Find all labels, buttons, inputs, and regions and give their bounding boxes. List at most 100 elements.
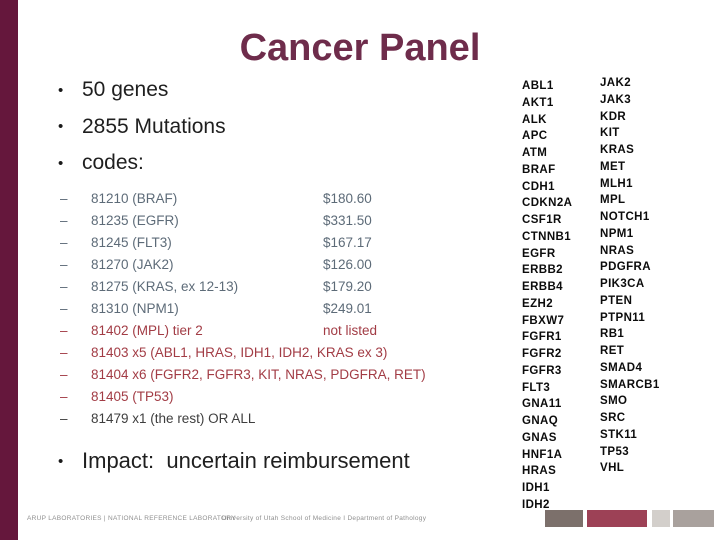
cpt-code-price: $167.17 — [323, 234, 372, 250]
gene-name: PDGFRA — [600, 261, 651, 274]
gene-name: SRC — [600, 412, 626, 424]
gene-name: PTPN11 — [600, 311, 646, 324]
dash-bullet: – — [60, 278, 68, 294]
gene-name: HNF1A — [522, 448, 563, 461]
gene-name: RB1 — [600, 328, 625, 341]
cpt-code-price: not listed — [323, 322, 378, 338]
cpt-code-price: $126.00 — [323, 256, 372, 272]
gene-name: IDH2 — [522, 498, 550, 511]
cpt-code-row: – 81404 x6 (FGFR2, FGFR3, KIT, NRAS, PDG… — [60, 363, 426, 385]
cpt-code-list: – 81210 (BRAF) $180.60 – 81235 (EGFR) $3… — [60, 187, 426, 429]
gene-name: CDH1 — [522, 180, 555, 193]
cpt-code-label: 81310 (NPM1) — [91, 300, 179, 316]
gene-name: IDH1 — [522, 482, 550, 494]
gene-name: JAK2 — [600, 77, 632, 89]
decorative-color-blocks — [0, 510, 720, 527]
gene-name: CSF1R — [522, 214, 562, 226]
footer-university-label: University of Utah School of Medicine I … — [222, 515, 427, 522]
cpt-code-label: 81404 x6 (FGFR2, FGFR3, KIT, NRAS, PDGFR… — [91, 366, 426, 382]
gene-name: EGFR — [522, 247, 556, 260]
gene-name: APC — [522, 130, 548, 143]
dash-bullet: – — [60, 322, 68, 338]
cpt-code-price: $180.60 — [323, 190, 372, 206]
cpt-code-label: 81405 (TP53) — [91, 388, 174, 404]
bullet-dot-icon: • — [58, 118, 64, 136]
dash-bullet: – — [60, 234, 68, 250]
gene-name: GNAQ — [522, 415, 559, 427]
cpt-code-label: 81479 x1 (the rest) OR ALL — [91, 410, 256, 426]
bullet-item: • 2855 Mutations — [58, 109, 226, 146]
bullet-text: codes: — [82, 151, 144, 175]
cpt-code-label: 81402 (MPL) tier 2 — [91, 322, 203, 338]
gene-name: SMO — [600, 395, 628, 408]
gene-name: HRAS — [522, 465, 557, 478]
gene-name: RET — [600, 345, 625, 357]
gene-name: TP53 — [600, 445, 630, 458]
gene-name: EZH2 — [522, 297, 553, 310]
gene-name: FGFR2 — [522, 348, 562, 360]
gene-name: MPL — [600, 194, 626, 207]
cpt-code-label: 81270 (JAK2) — [91, 256, 174, 272]
gene-name: KIT — [600, 127, 620, 140]
slide-title: Cancer Panel — [239, 27, 481, 69]
decorative-rect — [673, 510, 714, 527]
cpt-code-price: $249.01 — [323, 300, 372, 316]
gene-name: JAK3 — [600, 93, 632, 106]
cpt-code-price: $331.50 — [323, 212, 372, 228]
gene-list-column-2: JAK2 JAK3 KDR KIT KRAS MET MLH1 MPL NOTC… — [600, 75, 660, 477]
decorative-rect — [652, 510, 670, 527]
bullet-text: 50 genes — [82, 78, 169, 102]
cpt-code-label: 81403 x5 (ABL1, HRAS, IDH1, IDH2, KRAS e… — [91, 344, 388, 360]
bullet-dot-icon: • — [58, 154, 64, 172]
cpt-code-label: 81275 (KRAS, ex 12-13) — [91, 278, 239, 294]
gene-name: GNA11 — [522, 398, 562, 411]
gene-name: CDKN2A — [522, 197, 573, 210]
cpt-code-row: – 81402 (MPL) tier 2 not listed — [60, 319, 377, 341]
gene-name: NOTCH1 — [600, 211, 650, 223]
gene-name: PIK3CA — [600, 278, 645, 290]
gene-name: MET — [600, 160, 626, 173]
cpt-code-price: $179.20 — [323, 278, 372, 294]
footer-arup-label: ARUP LABORATORIES | NATIONAL REFERENCE L… — [27, 515, 236, 522]
cpt-code-row: – 81479 x1 (the rest) OR ALL — [60, 407, 377, 429]
bullet-item: • codes: — [58, 145, 226, 182]
cpt-code-label: 81210 (BRAF) — [91, 190, 178, 206]
dash-bullet: – — [60, 410, 68, 426]
gene-name: SMARCB1 — [600, 378, 660, 391]
cpt-code-row: – 81310 (NPM1) $249.01 — [60, 297, 377, 319]
gene-name: ALK — [522, 113, 547, 126]
gene-name: CTNNB1 — [522, 230, 572, 243]
bullet-text: 2855 Mutations — [82, 114, 226, 138]
gene-name: FLT3 — [522, 381, 551, 394]
gene-name: FGFR1 — [522, 331, 562, 344]
gene-list-column-1: ABL1 AKT1 ALK APC ATM BRAF CDH1 CDKN2A C… — [522, 78, 572, 514]
cpt-code-row: – 81403 x5 (ABL1, HRAS, IDH1, IDH2, KRAS… — [60, 341, 388, 363]
gene-name: ERBB4 — [522, 281, 563, 293]
gene-name: BRAF — [522, 163, 556, 176]
dash-bullet: – — [60, 256, 68, 272]
gene-name: ERBB2 — [522, 264, 563, 277]
decorative-rect — [545, 510, 583, 527]
bullet-list: • 50 genes • 2855 Mutations • codes: — [58, 72, 226, 182]
left-accent-bar — [0, 0, 18, 540]
gene-name: FBXW7 — [522, 314, 565, 327]
bullet-dot-icon: • — [58, 81, 64, 99]
dash-bullet: – — [60, 300, 68, 316]
gene-name: ATM — [522, 147, 548, 159]
dash-bullet: – — [60, 344, 68, 360]
dash-bullet: – — [60, 212, 68, 228]
dash-bullet: – — [60, 366, 68, 382]
bullet-item: • 50 genes — [58, 72, 226, 109]
gene-name: AKT1 — [522, 96, 554, 109]
gene-name: PTEN — [600, 294, 633, 307]
gene-name: NRAS — [600, 244, 635, 257]
impact-text: Impact: uncertain reimbursement — [82, 448, 410, 473]
cpt-code-row: – 81405 (TP53) — [60, 385, 377, 407]
bullet-dot-icon: • — [58, 452, 64, 470]
dash-bullet: – — [60, 190, 68, 206]
gene-name: SMAD4 — [600, 361, 643, 374]
impact-bullet: • Impact: uncertain reimbursement — [58, 444, 410, 478]
gene-name: NPM1 — [600, 227, 634, 240]
gene-name: KDR — [600, 110, 627, 123]
